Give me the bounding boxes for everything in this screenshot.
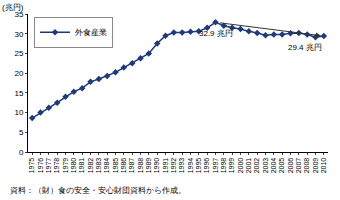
svg-text:29.4 兆円: 29.4 兆円 [288, 43, 322, 52]
svg-text:1994: 1994 [187, 158, 194, 174]
svg-text:5: 5 [19, 128, 24, 137]
svg-text:2008: 2008 [303, 158, 310, 174]
svg-text:外食産業: 外食産業 [75, 28, 107, 37]
svg-text:2006: 2006 [287, 158, 294, 174]
svg-text:2000: 2000 [237, 158, 244, 174]
svg-text:1995: 1995 [195, 158, 202, 174]
svg-text:2005: 2005 [278, 158, 285, 174]
svg-text:1987: 1987 [128, 158, 135, 174]
svg-text:1988: 1988 [137, 158, 144, 174]
svg-text:20: 20 [14, 69, 23, 78]
svg-text:1976: 1976 [37, 158, 44, 174]
svg-text:1981: 1981 [78, 158, 85, 174]
svg-text:1979: 1979 [62, 158, 69, 174]
svg-text:2009: 2009 [312, 158, 319, 174]
svg-text:1989: 1989 [145, 158, 152, 174]
svg-text:1993: 1993 [178, 158, 185, 174]
svg-text:1997: 1997 [212, 158, 219, 174]
svg-text:2003: 2003 [262, 158, 269, 174]
svg-text:1980: 1980 [70, 158, 77, 174]
svg-text:1996: 1996 [203, 158, 210, 174]
svg-text:2002: 2002 [253, 158, 260, 174]
svg-text:2001: 2001 [245, 158, 252, 174]
svg-text:(兆円): (兆円) [2, 3, 24, 12]
svg-text:2004: 2004 [270, 158, 277, 174]
svg-text:1998: 1998 [220, 158, 227, 174]
svg-text:35: 35 [14, 10, 23, 19]
svg-text:25: 25 [14, 49, 23, 58]
svg-text:1977: 1977 [45, 158, 52, 174]
svg-text:0: 0 [19, 148, 24, 157]
svg-text:10: 10 [14, 108, 23, 117]
svg-text:1986: 1986 [120, 158, 127, 174]
svg-text:1992: 1992 [170, 158, 177, 174]
svg-text:1978: 1978 [53, 158, 60, 174]
svg-text:32.9 兆円: 32.9 兆円 [199, 29, 233, 38]
svg-text:2007: 2007 [295, 158, 302, 174]
svg-text:1982: 1982 [87, 158, 94, 174]
svg-text:1985: 1985 [112, 158, 119, 174]
svg-text:1999: 1999 [228, 158, 235, 174]
svg-text:1975: 1975 [28, 158, 35, 174]
svg-text:1991: 1991 [162, 158, 169, 174]
svg-text:2010: 2010 [320, 158, 327, 174]
svg-text:30: 30 [14, 30, 23, 39]
svg-text:1983: 1983 [95, 158, 102, 174]
svg-text:資料：（財）食の安全・安心財団資料から作成。: 資料：（財）食の安全・安心財団資料から作成。 [10, 186, 186, 195]
svg-text:1984: 1984 [103, 158, 110, 174]
svg-text:1990: 1990 [153, 158, 160, 174]
svg-text:15: 15 [14, 89, 23, 98]
